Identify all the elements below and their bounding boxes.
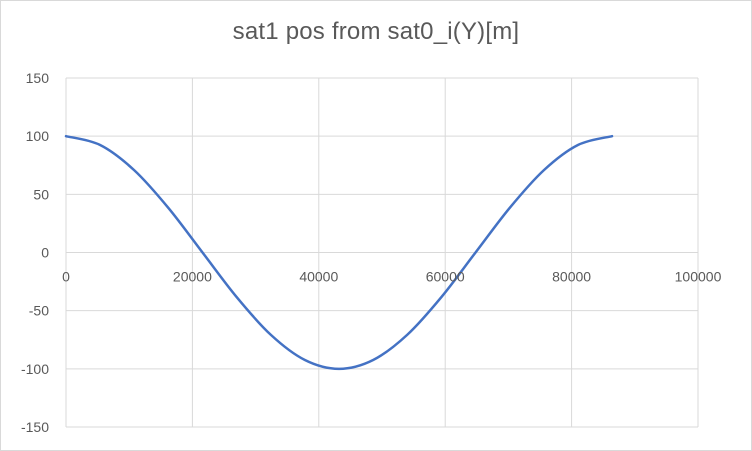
x-tick-label: 20000 [173, 269, 212, 285]
tick-labels: 150 100 50 0 -50 -100 -150 0 20000 40000 60000 8000… [21, 70, 722, 435]
series-layer [64, 134, 614, 371]
x-tick-label: 40000 [299, 269, 338, 285]
chart-title: sat1 pos from sat0_i(Y)[m] [232, 18, 520, 45]
axes [65, 78, 698, 427]
x-tick-label: 100000 [675, 269, 722, 285]
series-line [64, 134, 614, 371]
y-tick-label: -50 [29, 303, 49, 319]
y-tick-label: 100 [26, 128, 50, 144]
x-tick-label: 80000 [552, 269, 591, 285]
y-tick-label: -150 [21, 419, 49, 435]
y-tick-label: 150 [26, 70, 50, 86]
x-tick-label: 60000 [426, 269, 465, 285]
y-tick-label: -100 [21, 361, 49, 377]
y-tick-label: 50 [33, 186, 49, 202]
x-tick-label: 0 [62, 269, 70, 285]
y-tick-label: 0 [41, 245, 49, 261]
